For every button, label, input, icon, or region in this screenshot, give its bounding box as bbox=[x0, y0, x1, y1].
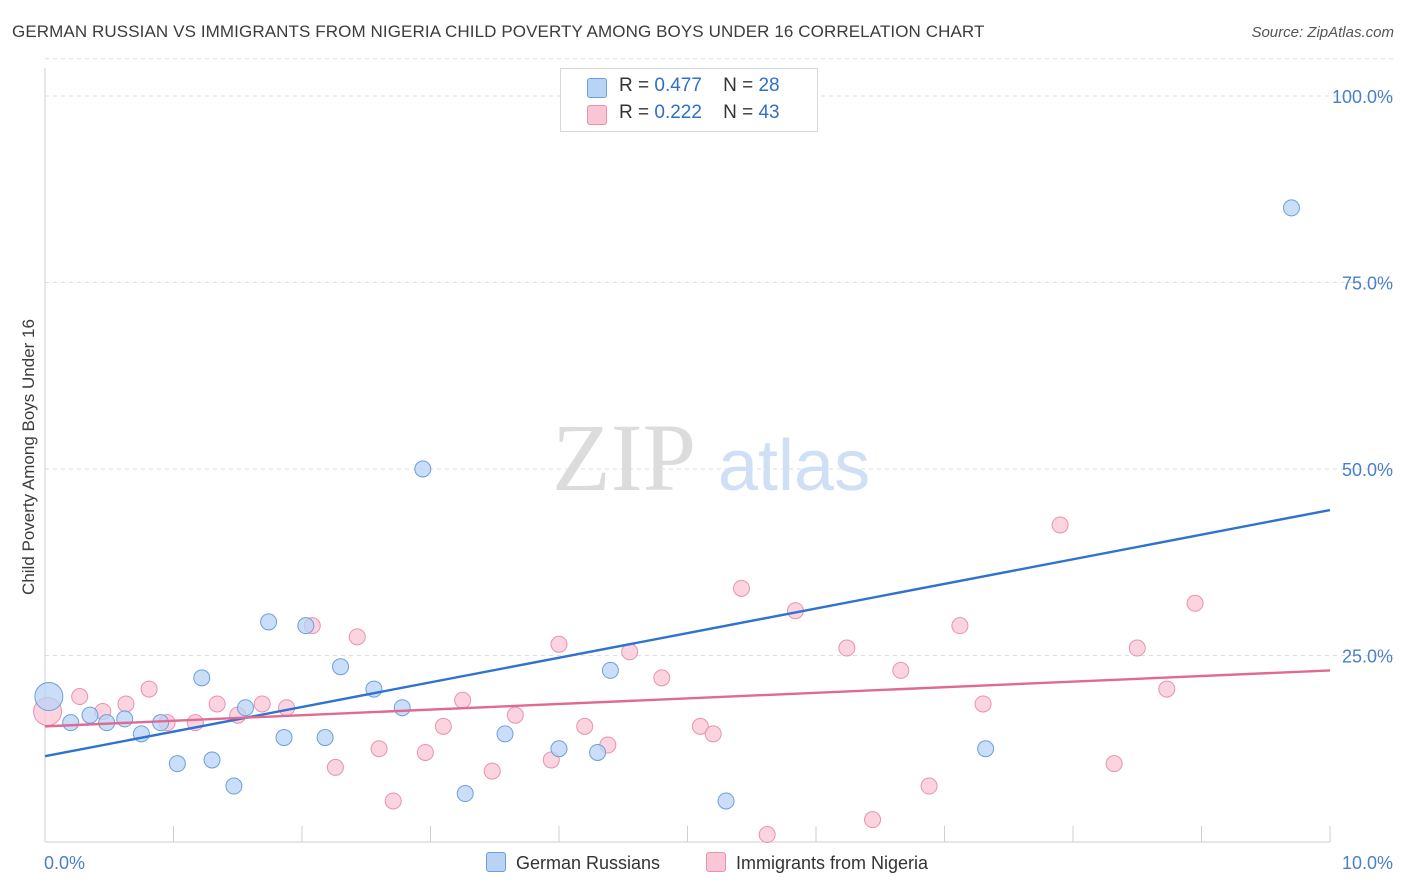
legend-r-value: 0.477 bbox=[654, 75, 702, 96]
data-point bbox=[864, 811, 882, 829]
data-point bbox=[920, 777, 938, 795]
data-point bbox=[977, 740, 995, 758]
bottom-legend-german-russians: German Russians bbox=[486, 852, 660, 874]
watermark-atlas: atlas bbox=[718, 426, 870, 506]
data-point bbox=[892, 661, 910, 679]
bottom-legend-label: German Russians bbox=[516, 853, 661, 873]
data-point bbox=[236, 699, 254, 717]
y-tick-label: 25.0% bbox=[1342, 647, 1393, 667]
source-label: Source: ZipAtlas.com bbox=[1251, 24, 1394, 41]
legend-r-value: 0.222 bbox=[654, 102, 702, 123]
data-point bbox=[704, 725, 722, 743]
y-tick-label: 75.0% bbox=[1342, 274, 1393, 294]
data-point bbox=[483, 762, 501, 780]
data-point bbox=[1282, 199, 1300, 217]
stats-legend: R = 0.477 N = 28 R = 0.222 N = 43 bbox=[560, 68, 818, 132]
data-point bbox=[193, 669, 211, 687]
bottom-legend-swatch-pink bbox=[706, 852, 726, 872]
legend-n-value: 43 bbox=[758, 102, 780, 123]
y-tick-label: 50.0% bbox=[1342, 460, 1393, 480]
data-point bbox=[260, 613, 278, 631]
data-point bbox=[589, 743, 607, 761]
legend-r-label: R = bbox=[619, 102, 650, 123]
watermark-zip: ZIP bbox=[552, 404, 696, 511]
data-point bbox=[496, 725, 514, 743]
data-point bbox=[332, 658, 350, 676]
data-point bbox=[691, 717, 709, 735]
data-point bbox=[434, 717, 452, 735]
y-axis-title: Child Poverty Among Boys Under 16 bbox=[19, 319, 38, 595]
bottom-legend-label: Immigrants from Nigeria bbox=[736, 853, 929, 873]
data-point bbox=[1128, 639, 1146, 657]
data-point bbox=[384, 792, 402, 810]
chart-title: GERMAN RUSSIAN VS IMMIGRANTS FROM NIGERI… bbox=[12, 22, 985, 41]
legend-swatch-pink bbox=[587, 105, 607, 125]
data-point bbox=[253, 695, 271, 713]
data-point bbox=[81, 706, 99, 724]
grid-lines bbox=[45, 58, 1393, 656]
data-point bbox=[550, 635, 568, 653]
data-point bbox=[416, 743, 434, 761]
data-point bbox=[1105, 755, 1123, 773]
data-point bbox=[506, 706, 524, 724]
data-point bbox=[116, 710, 134, 728]
watermark: ZIP atlas bbox=[552, 404, 870, 511]
data-point bbox=[454, 691, 472, 709]
data-point bbox=[1051, 516, 1069, 534]
y-tick-labels: 25.0% 50.0% 75.0% 100.0% bbox=[1332, 87, 1393, 667]
legend-swatch-blue bbox=[587, 78, 607, 98]
data-point bbox=[62, 714, 80, 732]
data-point bbox=[275, 729, 293, 747]
data-point bbox=[393, 699, 411, 717]
data-point bbox=[1158, 680, 1176, 698]
bottom-legend-nigeria: Immigrants from Nigeria bbox=[706, 852, 928, 874]
data-point bbox=[370, 740, 388, 758]
legend-r-label: R = bbox=[619, 75, 650, 96]
data-point bbox=[203, 751, 221, 769]
data-point bbox=[117, 695, 135, 713]
data-point bbox=[576, 717, 594, 735]
data-point bbox=[34, 682, 64, 712]
trendlines bbox=[44, 508, 1331, 758]
legend-n-value: 28 bbox=[758, 75, 780, 96]
data-point bbox=[168, 755, 186, 773]
data-point bbox=[414, 460, 432, 478]
data-point bbox=[601, 661, 619, 679]
data-point bbox=[758, 826, 776, 844]
legend-n-label: N = bbox=[723, 75, 754, 96]
data-point bbox=[550, 740, 568, 758]
data-point bbox=[297, 617, 315, 635]
data-point bbox=[717, 792, 735, 810]
x-tick-label-max: 10.0% bbox=[1342, 853, 1393, 873]
data-point bbox=[838, 639, 856, 657]
data-point bbox=[951, 617, 969, 635]
legend-n-label: N = bbox=[723, 102, 754, 123]
data-point bbox=[326, 758, 344, 776]
data-point bbox=[974, 695, 992, 713]
data-point bbox=[140, 680, 158, 698]
data-point bbox=[732, 579, 750, 597]
trend-line bbox=[44, 508, 1331, 758]
x-tick-label-min: 0.0% bbox=[44, 853, 85, 873]
x-ticks bbox=[173, 826, 1331, 842]
data-point bbox=[653, 669, 671, 687]
trend-line bbox=[44, 669, 1331, 728]
data-point bbox=[208, 695, 226, 713]
data-point bbox=[71, 688, 89, 706]
y-tick-label: 100.0% bbox=[1332, 87, 1393, 107]
data-point bbox=[1186, 594, 1204, 612]
data-point bbox=[316, 729, 334, 747]
bottom-legend-swatch-blue bbox=[486, 852, 506, 872]
data-point bbox=[225, 777, 243, 795]
data-point bbox=[456, 785, 474, 803]
data-point bbox=[348, 628, 366, 646]
